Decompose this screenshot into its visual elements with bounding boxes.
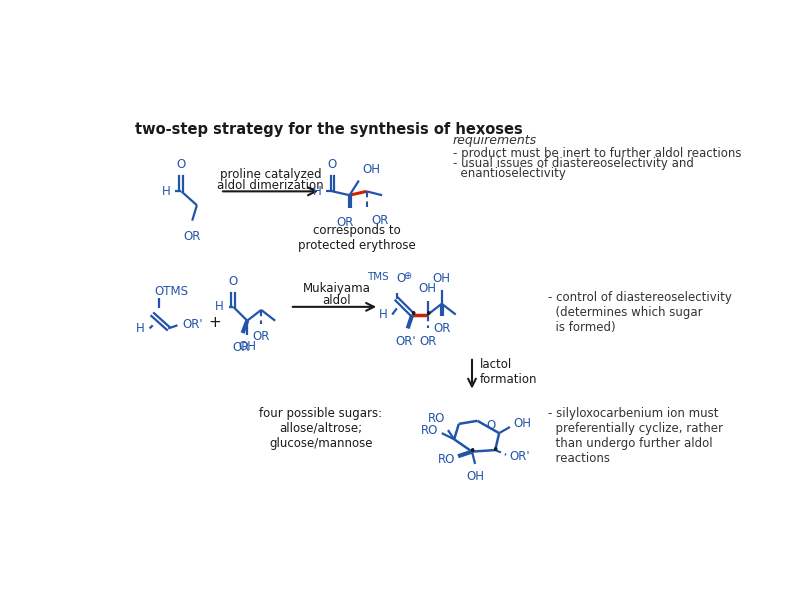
Text: Mukaiyama: Mukaiyama [302, 283, 370, 295]
Text: - product must be inert to further aldol reactions: - product must be inert to further aldol… [453, 146, 741, 160]
Text: •: • [409, 308, 416, 321]
Text: corresponds to
protected erythrose: corresponds to protected erythrose [298, 224, 416, 253]
Text: ⊕: ⊕ [403, 271, 411, 281]
Text: RO: RO [422, 424, 438, 437]
Text: - control of diastereoselectivity
  (determines which sugar
  is formed): - control of diastereoselectivity (deter… [548, 292, 732, 334]
Text: two-step strategy for the synthesis of hexoses: two-step strategy for the synthesis of h… [135, 122, 522, 137]
Text: O: O [177, 158, 186, 170]
Text: RO: RO [427, 412, 445, 425]
Text: OR': OR' [396, 335, 417, 349]
Text: •: • [468, 445, 476, 458]
Text: - usual issues of diastereoselectivity and: - usual issues of diastereoselectivity a… [453, 157, 694, 170]
Text: OH: OH [433, 272, 450, 284]
Text: proline catalyzed: proline catalyzed [220, 169, 322, 181]
Text: OR: OR [253, 330, 270, 343]
Text: •: • [491, 443, 499, 457]
Text: O: O [229, 275, 238, 287]
Text: O: O [486, 419, 495, 432]
Text: OR: OR [419, 335, 437, 347]
Text: OR: OR [371, 214, 389, 227]
Text: OR: OR [433, 322, 450, 335]
Text: OTMS: OTMS [154, 284, 188, 298]
Text: O: O [328, 158, 337, 170]
Text: OH: OH [466, 470, 484, 483]
Text: H: H [313, 185, 322, 198]
Text: aldol dimerization: aldol dimerization [217, 179, 324, 192]
Text: OH: OH [513, 418, 531, 430]
Text: OR: OR [232, 341, 250, 354]
Text: OR: OR [183, 230, 201, 243]
Text: OH: OH [362, 163, 380, 176]
Text: TMS: TMS [367, 272, 389, 282]
Text: H: H [162, 185, 170, 198]
Text: enantioselectivity: enantioselectivity [453, 167, 566, 181]
Text: O: O [397, 272, 406, 285]
Text: H: H [378, 308, 387, 321]
Text: - silyloxocarbenium ion must
  preferentially cyclize, rather
  than undergo fur: - silyloxocarbenium ion must preferentia… [548, 407, 723, 465]
Text: four possible sugars:
allose/altrose;
glucose/mannose: four possible sugars: allose/altrose; gl… [259, 407, 382, 450]
Text: H: H [136, 322, 145, 335]
Text: OR: OR [336, 216, 354, 229]
Text: lactol
formation: lactol formation [480, 358, 538, 386]
Text: OR': OR' [182, 318, 202, 331]
Text: aldol: aldol [322, 294, 350, 307]
Text: RO: RO [438, 453, 455, 466]
Text: requirements: requirements [453, 134, 537, 146]
Text: OR': OR' [509, 450, 530, 463]
Text: +: + [208, 315, 221, 330]
Text: OH: OH [419, 283, 437, 295]
Text: H: H [215, 301, 224, 313]
Text: OH: OH [238, 340, 256, 353]
Text: •: • [424, 308, 431, 321]
